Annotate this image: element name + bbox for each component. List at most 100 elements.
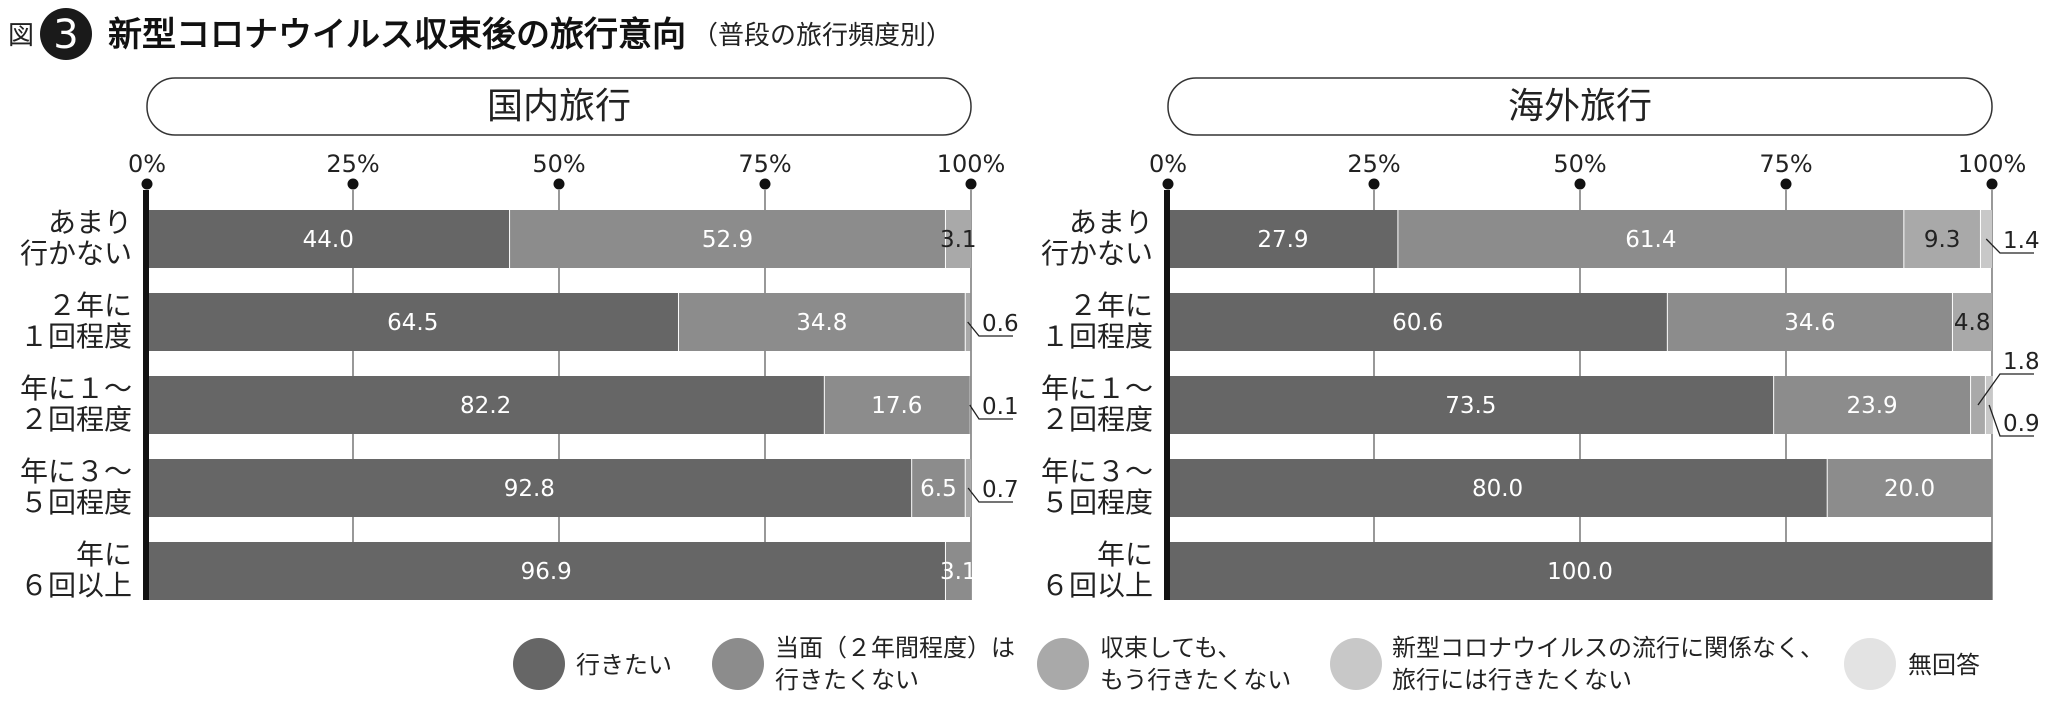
legend-label: 当面（２年間程度）は: [775, 634, 1015, 662]
category-label: ５回程度: [20, 486, 132, 519]
figure-number-badge: [40, 8, 92, 60]
legend: 行きたい当面（２年間程度）は行きたくない収束しても、もう行きたくない新型コロナウ…: [513, 634, 1980, 694]
x-tick-dot: [141, 178, 153, 190]
x-tick-label: 50%: [1553, 150, 1606, 178]
legend-item: 当面（２年間程度）は行きたくない: [712, 634, 1015, 694]
category-label: ２回程度: [1041, 403, 1153, 436]
x-tick-label: 75%: [1759, 150, 1812, 178]
x-tick-label: 75%: [738, 150, 791, 178]
data-label: 1.8: [2003, 349, 2040, 375]
legend-label: 行きたい: [576, 651, 672, 679]
bar-segment: [1397, 210, 1904, 268]
leader-line: [969, 404, 1013, 420]
data-label: 9.3: [1924, 227, 1961, 253]
data-label: 23.9: [1846, 393, 1897, 419]
bar-segment: [911, 459, 966, 517]
axis-baseline: [1164, 190, 1170, 600]
x-tick-label: 0%: [1149, 150, 1187, 178]
category-label: ６回以上: [20, 569, 132, 602]
figure-label: 図: [8, 21, 34, 51]
data-label: 0.7: [982, 477, 1019, 503]
legend-swatch: [712, 638, 764, 690]
category-label: 年に３～: [1041, 455, 1153, 488]
category-label: 行かない: [1041, 237, 1153, 270]
data-label: 44.0: [303, 227, 354, 253]
bar-segment: [1168, 376, 1774, 434]
data-label: 92.8: [504, 476, 555, 502]
data-label: 0.9: [2003, 411, 2040, 437]
bar-segment: [1168, 542, 1992, 600]
x-tick-dot: [965, 178, 977, 190]
x-tick-dot: [1574, 178, 1586, 190]
x-tick-dot: [1780, 178, 1792, 190]
data-label: 60.6: [1392, 310, 1443, 336]
bar-segment: [965, 459, 971, 517]
data-label: 6.5: [920, 476, 957, 502]
bar-segment: [1168, 293, 1668, 351]
bar-segment: [945, 210, 971, 268]
category-label: ２年に: [1069, 289, 1153, 322]
bar-segment: [147, 376, 825, 434]
data-label: 96.9: [521, 559, 572, 585]
figure-title: 新型コロナウイルス収束後の旅行意向: [108, 15, 686, 55]
legend-swatch: [1037, 638, 1089, 690]
bar-segment: [147, 293, 679, 351]
legend-label: もう行きたくない: [1100, 666, 1291, 694]
category-label: ２回程度: [20, 403, 132, 436]
category-label: 行かない: [20, 237, 132, 270]
bar-segment: [1827, 459, 1992, 517]
bar-segment: [147, 459, 912, 517]
data-label: 4.8: [1954, 310, 1991, 336]
figure-subtitle: （普段の旅行頻度別）: [692, 21, 952, 51]
legend-swatch: [1844, 638, 1896, 690]
legend-label: 新型コロナウイルスの流行に関係なく、: [1392, 634, 1824, 662]
x-tick-label: 100%: [1958, 150, 2027, 178]
x-tick-dot: [759, 178, 771, 190]
category-label: 年に１～: [1041, 372, 1153, 405]
figure-header: 図 3 新型コロナウイルス収束後の旅行意向 （普段の旅行頻度別）: [8, 8, 952, 60]
data-label: 20.0: [1884, 476, 1935, 502]
x-tick-label: 100%: [937, 150, 1006, 178]
category-label: 年に: [76, 538, 132, 571]
data-label: 34.8: [796, 310, 847, 336]
bar-segment: [945, 542, 971, 600]
data-label: 0.1: [982, 394, 1019, 420]
x-tick-label: 25%: [326, 150, 379, 178]
data-label: 34.6: [1784, 310, 1835, 336]
x-tick-dot: [1162, 178, 1174, 190]
data-label: 0.6: [982, 311, 1019, 337]
category-label: ６回以上: [1041, 569, 1153, 602]
category-label: 年に３～: [20, 455, 132, 488]
bar-segment: [824, 376, 970, 434]
category-label: １回程度: [20, 320, 132, 353]
leader-line: [967, 321, 1013, 337]
bar-segment: [1773, 376, 1971, 434]
bar-segment: [509, 210, 946, 268]
data-label: 3.1: [940, 559, 977, 585]
x-tick-label: 50%: [532, 150, 585, 178]
axis-baseline: [143, 190, 149, 600]
data-label: 61.4: [1625, 227, 1676, 253]
legend-item: 無回答: [1844, 638, 1980, 690]
legend-item: 収束しても、もう行きたくない: [1037, 634, 1291, 694]
category-label: １回程度: [1041, 320, 1153, 353]
data-label: 82.2: [460, 393, 511, 419]
panel-title: 国内旅行: [487, 86, 631, 127]
legend-item: 新型コロナウイルスの流行に関係なく、旅行には行きたくない: [1330, 634, 1824, 694]
leader-line: [1985, 238, 2034, 254]
panel-title: 海外旅行: [1508, 86, 1652, 127]
x-tick-label: 25%: [1347, 150, 1400, 178]
x-tick-dot: [347, 178, 359, 190]
data-label: 100.0: [1547, 559, 1613, 585]
panel-title-pill: [1167, 77, 1993, 136]
data-label: 3.1: [940, 227, 977, 253]
category-label: あまり: [1069, 206, 1153, 239]
leader-line: [1988, 404, 2034, 437]
category-label: あまり: [48, 206, 132, 239]
leader-line: [967, 487, 1013, 503]
legend-item: 行きたい: [513, 638, 672, 690]
x-tick-dot: [1368, 178, 1380, 190]
category-label: ５回程度: [1041, 486, 1153, 519]
